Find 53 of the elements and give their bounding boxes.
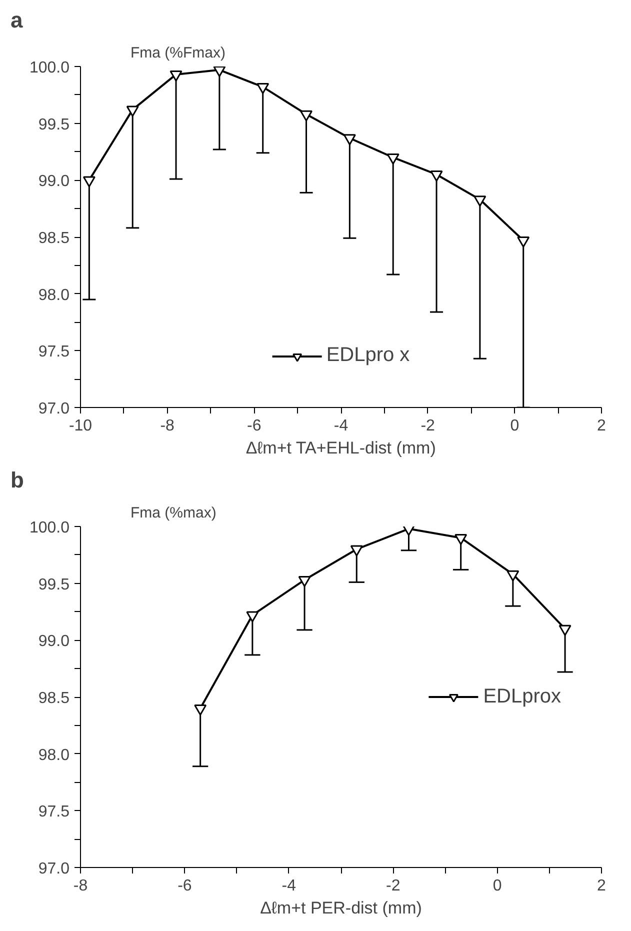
- y-tick-label: 99.0: [38, 633, 70, 650]
- legend-label: EDLprox: [483, 685, 561, 708]
- y-tick-label: 98.5: [38, 230, 70, 247]
- y-axis-title: Fma (%Fmax): [130, 44, 226, 62]
- y-tick-label: 100.0: [29, 520, 70, 536]
- x-tick-label: -4: [282, 878, 296, 894]
- x-tick-label: -2: [420, 418, 436, 434]
- point: [454, 534, 468, 545]
- point: [126, 106, 139, 117]
- x-axis-title: Δℓm+t TA+EHL-dist (mm): [246, 438, 436, 458]
- point: [170, 70, 182, 82]
- point: [213, 66, 226, 78]
- point: [246, 611, 259, 622]
- point: [430, 170, 443, 182]
- point: [506, 570, 520, 582]
- point: [517, 236, 530, 248]
- x-tick-label: -8: [160, 418, 175, 434]
- x-tick-label: -8: [73, 878, 88, 894]
- point: [256, 83, 270, 94]
- x-tick-label: -10: [68, 418, 92, 434]
- legend-label: EDLpro x: [326, 344, 410, 367]
- x-tick-label: 0: [492, 878, 502, 894]
- x-tick-label: 2: [597, 418, 606, 434]
- x-tick-label: -4: [334, 418, 348, 434]
- x-tick-label: -6: [247, 418, 262, 434]
- point: [343, 134, 356, 146]
- point: [386, 154, 400, 165]
- x-tick-label: 0: [510, 418, 520, 434]
- y-tick-label: 97.5: [38, 344, 70, 361]
- x-tick-label: -2: [386, 878, 400, 894]
- y-tick-label: 98.0: [38, 286, 70, 304]
- x-axis-title: Δℓm+t PER-dist (mm): [260, 898, 422, 918]
- y-tick-label: 98.5: [38, 690, 70, 707]
- y-tick-label: 100.0: [29, 60, 70, 76]
- chart-title: b: [10, 468, 24, 492]
- point: [82, 176, 96, 188]
- point: [558, 624, 572, 636]
- point: [350, 545, 363, 556]
- point: [474, 196, 486, 207]
- y-tick-label: 99.0: [38, 173, 70, 190]
- y-axis-title: Fma (%max): [130, 504, 216, 522]
- point: [300, 110, 313, 122]
- point: [194, 704, 207, 716]
- y-tick-label: 98.0: [38, 746, 70, 764]
- y-tick-label: 99.5: [38, 576, 70, 594]
- chart-title: a: [10, 8, 24, 32]
- y-tick-label: 99.5: [38, 116, 70, 134]
- y-tick-label: 97.0: [38, 400, 70, 418]
- x-tick-label: 2: [597, 878, 606, 894]
- y-tick-label: 97.0: [38, 860, 70, 878]
- x-tick-label: -6: [178, 878, 192, 894]
- y-tick-label: 97.5: [38, 804, 70, 821]
- point: [298, 576, 311, 588]
